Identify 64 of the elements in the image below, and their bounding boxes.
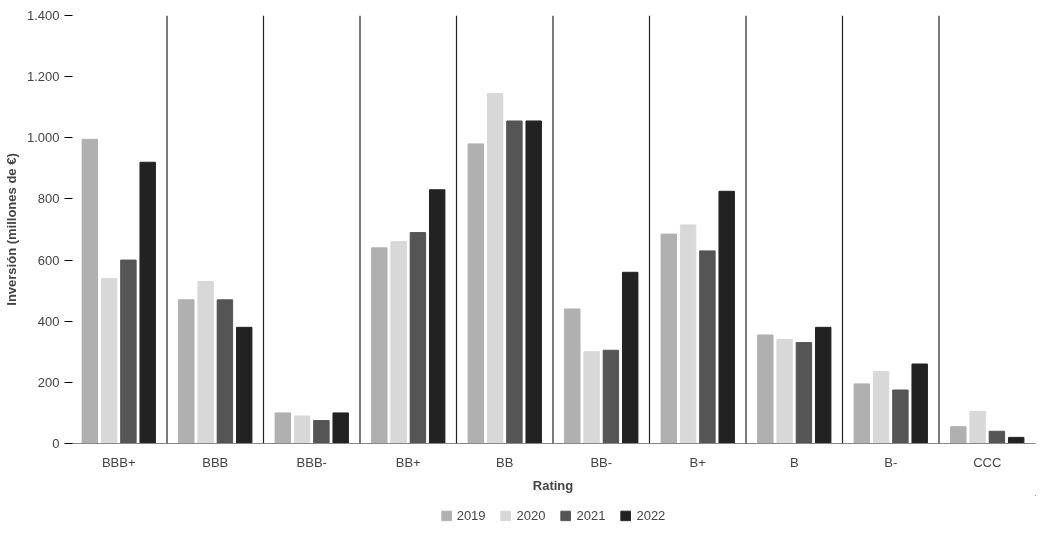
x-tick-label: BBB- bbox=[296, 454, 327, 470]
legend-label: 2021 bbox=[576, 507, 606, 523]
bar bbox=[776, 339, 793, 444]
bar bbox=[390, 241, 407, 444]
bar bbox=[969, 410, 986, 444]
bar bbox=[428, 189, 446, 444]
y-tick-label: 1.000 bbox=[26, 130, 60, 146]
legend-label: 2019 bbox=[456, 507, 486, 523]
bar bbox=[506, 120, 523, 444]
x-tick-label: BB+ bbox=[395, 454, 421, 470]
bar bbox=[216, 299, 234, 444]
bar bbox=[911, 363, 928, 444]
bar bbox=[757, 334, 774, 444]
bar bbox=[718, 190, 735, 444]
y-tick-label: 0 bbox=[52, 436, 60, 451]
bar bbox=[988, 430, 1006, 444]
bar bbox=[853, 383, 871, 444]
bar bbox=[293, 415, 311, 444]
bar bbox=[313, 420, 330, 444]
bar bbox=[795, 342, 813, 444]
bar bbox=[409, 232, 427, 444]
bar bbox=[467, 143, 485, 444]
legend-label: 2022 bbox=[636, 507, 666, 523]
y-axis-title: Inversión (millones de €) bbox=[3, 153, 19, 306]
bar bbox=[486, 92, 504, 444]
bar bbox=[583, 351, 600, 444]
bar bbox=[602, 349, 620, 444]
bar bbox=[525, 120, 542, 444]
x-tick-label: B bbox=[789, 454, 799, 470]
y-tick-label: 600 bbox=[37, 252, 60, 268]
bar bbox=[872, 371, 890, 444]
bar bbox=[371, 247, 388, 444]
bar bbox=[660, 233, 678, 444]
bar bbox=[274, 412, 292, 444]
bar bbox=[235, 326, 253, 444]
x-tick-label: BB bbox=[496, 454, 514, 470]
bar bbox=[1007, 436, 1025, 444]
bar bbox=[564, 308, 581, 444]
bar bbox=[814, 326, 832, 444]
y-tick-label: 1.400 bbox=[26, 8, 60, 23]
bar bbox=[950, 426, 967, 444]
bar bbox=[892, 389, 909, 444]
bar bbox=[139, 161, 156, 444]
y-tick-label: 200 bbox=[37, 374, 60, 390]
y-tick-label: 800 bbox=[37, 191, 60, 207]
x-axis-title: Rating bbox=[532, 477, 574, 493]
x-tick-label: BBB bbox=[202, 454, 229, 470]
legend-label: 2020 bbox=[516, 507, 546, 523]
x-tick-label: BBB+ bbox=[101, 454, 136, 470]
bar bbox=[120, 259, 137, 444]
bar bbox=[178, 299, 195, 444]
x-tick-label: BB- bbox=[590, 454, 613, 470]
bar bbox=[197, 280, 214, 444]
x-tick-label: B- bbox=[884, 454, 898, 470]
bar bbox=[699, 250, 716, 444]
bar bbox=[81, 138, 99, 444]
x-tick-label: B+ bbox=[689, 454, 706, 470]
x-tick-label: CCC bbox=[973, 454, 1002, 470]
y-tick-label: 400 bbox=[37, 313, 60, 329]
bar bbox=[679, 224, 697, 444]
bar bbox=[100, 277, 118, 444]
y-tick-label: 1.200 bbox=[26, 69, 60, 85]
bar bbox=[332, 412, 349, 444]
bar bbox=[621, 271, 639, 444]
